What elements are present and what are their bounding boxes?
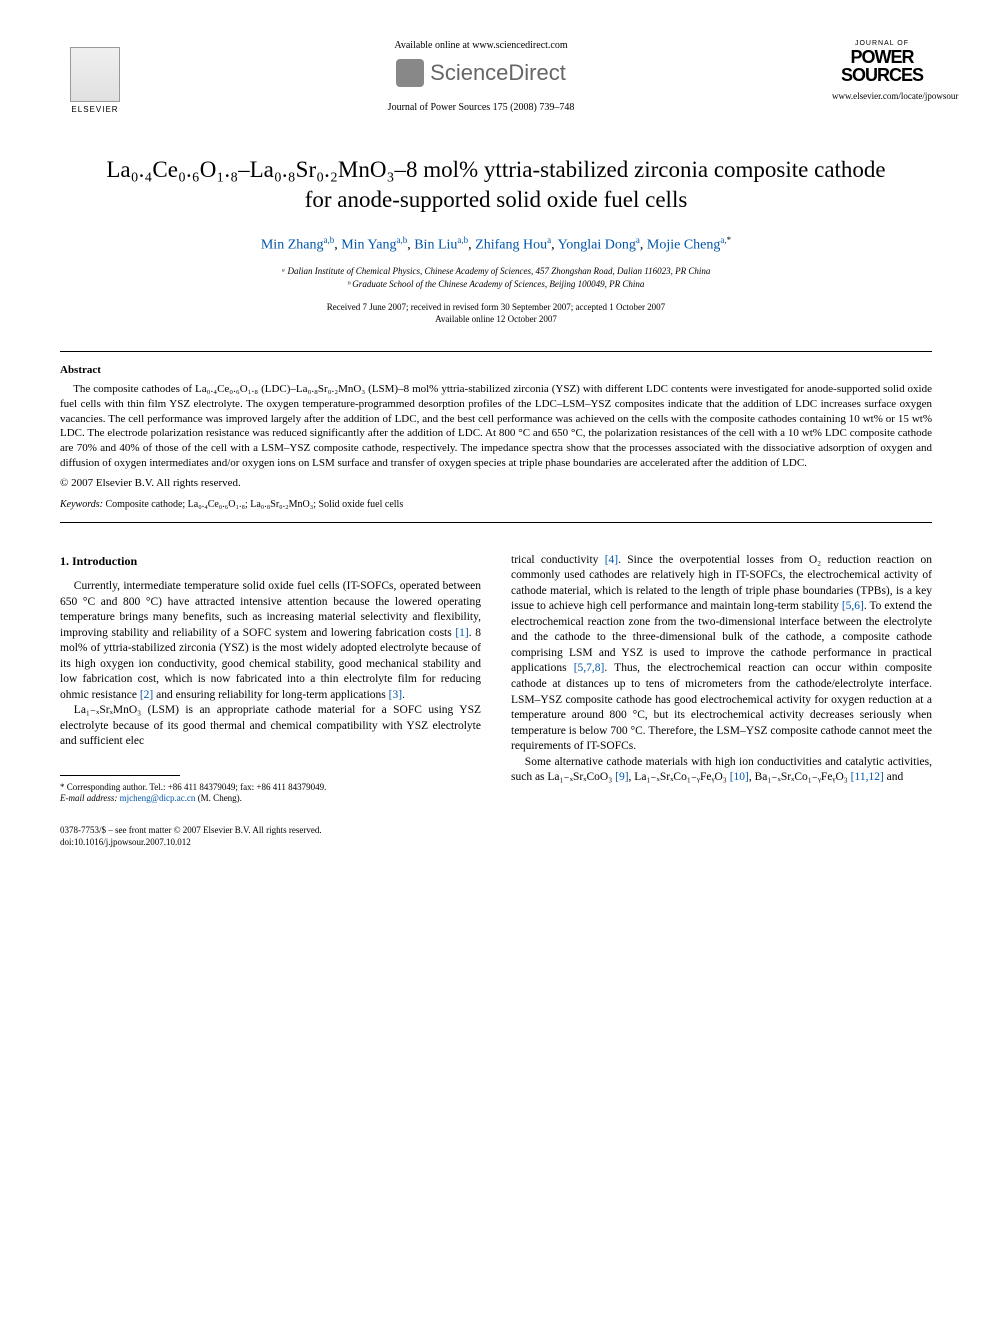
journal-logo-main2: SOURCES [832,67,932,83]
abstract-text: The composite cathodes of La₀.₄Ce₀.₆O₁.₈… [60,382,932,471]
sciencedirect-logo: ScienceDirect [130,59,832,87]
elsevier-logo: ELSEVIER [60,40,130,120]
intro-para-2-start: La₁₋ₓSrₓMnO₃ (LSM) is an appropriate cat… [60,703,481,750]
corresponding-footnote: * Corresponding author. Tel.: +86 411 84… [60,782,481,805]
author-4[interactable]: Zhifang Hou [475,237,547,252]
left-column: 1. Introduction Currently, intermediate … [60,553,481,805]
journal-logo-top: JOURNAL OF [832,40,932,47]
page-footer: 0378-7753/$ – see front matter © 2007 El… [60,825,932,848]
author-3[interactable]: Bin Liu [414,237,457,252]
affiliation-b: ᵇ Graduate School of the Chinese Academy… [60,278,932,291]
received-date: Received 7 June 2007; received in revise… [60,301,932,314]
intro-para-1: Currently, intermediate temperature soli… [60,579,481,703]
main-columns: 1. Introduction Currently, intermediate … [60,553,932,805]
keywords: Keywords: Composite cathode; La₀.₄Ce₀.₆O… [60,499,932,510]
available-online-text: Available online at www.sciencedirect.co… [130,40,832,51]
ref-5-7-8[interactable]: [5,7,8] [574,662,605,674]
footnote-divider [60,775,180,776]
footer-doi: doi:10.1016/j.jpowsour.2007.10.012 [60,837,932,849]
email-label: E-mail address: [60,793,120,803]
author-3-sup: a,b [457,235,468,245]
author-4-sup: a [547,235,551,245]
author-2[interactable]: Min Yang [341,237,396,252]
email-link[interactable]: mjcheng@dicp.ac.cn [120,793,196,803]
email-suffix: (M. Cheng). [195,793,242,803]
ref-2[interactable]: [2] [140,689,153,701]
email-line: E-mail address: mjcheng@dicp.ac.cn (M. C… [60,793,481,805]
center-header: Available online at www.sciencedirect.co… [130,40,832,113]
article-dates: Received 7 June 2007; received in revise… [60,301,932,326]
author-2-sup: a,b [396,235,407,245]
right-column: trical conductivity [4]. Since the overp… [511,553,932,805]
corresponding-star: * [727,235,732,245]
corr-author-line: * Corresponding author. Tel.: +86 411 84… [60,782,481,794]
author-6[interactable]: Mojie Cheng [647,237,721,252]
ref-1[interactable]: [1] [455,627,468,639]
intro-para-3: Some alternative cathode materials with … [511,755,932,786]
affiliation-a: ᵃ Dalian Institute of Chemical Physics, … [60,265,932,278]
journal-logo-main1: POWER [832,49,932,65]
elsevier-tree-icon [70,47,120,102]
keywords-label: Keywords: [60,499,103,510]
journal-logo: JOURNAL OF POWER SOURCES www.elsevier.co… [832,40,932,101]
divider-top [60,351,932,352]
abstract-copyright: © 2007 Elsevier B.V. All rights reserved… [60,477,932,489]
keywords-text: Composite cathode; La₀.₄Ce₀.₆O₁.₈; La₀.₈… [103,499,403,510]
header: ELSEVIER Available online at www.science… [60,40,932,120]
sciencedirect-text: ScienceDirect [430,60,566,86]
authors-list: Min Zhanga,b, Min Yanga,b, Bin Liua,b, Z… [60,235,932,254]
ref-10[interactable]: [10] [730,771,749,783]
section-1-heading: 1. Introduction [60,553,481,569]
affiliations: ᵃ Dalian Institute of Chemical Physics, … [60,265,932,290]
ref-11-12[interactable]: [11,12] [851,771,884,783]
journal-url[interactable]: www.elsevier.com/locate/jpowsour [832,91,932,101]
ref-9[interactable]: [9] [615,771,628,783]
author-1[interactable]: Min Zhang [261,237,324,252]
ref-4[interactable]: [4] [605,554,618,566]
available-date: Available online 12 October 2007 [60,313,932,326]
sciencedirect-icon [396,59,424,87]
ref-5-6[interactable]: [5,6] [842,600,864,612]
author-5-sup: a [636,235,640,245]
abstract-heading: Abstract [60,364,932,376]
ref-3[interactable]: [3] [389,689,402,701]
intro-para-2-cont: trical conductivity [4]. Since the overp… [511,553,932,755]
footer-line-1: 0378-7753/$ – see front matter © 2007 El… [60,825,932,837]
journal-citation-line: Journal of Power Sources 175 (2008) 739–… [130,102,832,113]
author-1-sup: a,b [323,235,334,245]
divider-bottom [60,522,932,523]
author-5[interactable]: Yonglai Dong [558,237,636,252]
article-title: La₀.₄Ce₀.₆O₁.₈–La₀.₈Sr₀.₂MnO₃–8 mol% ytt… [100,155,892,215]
elsevier-label: ELSEVIER [71,105,118,114]
